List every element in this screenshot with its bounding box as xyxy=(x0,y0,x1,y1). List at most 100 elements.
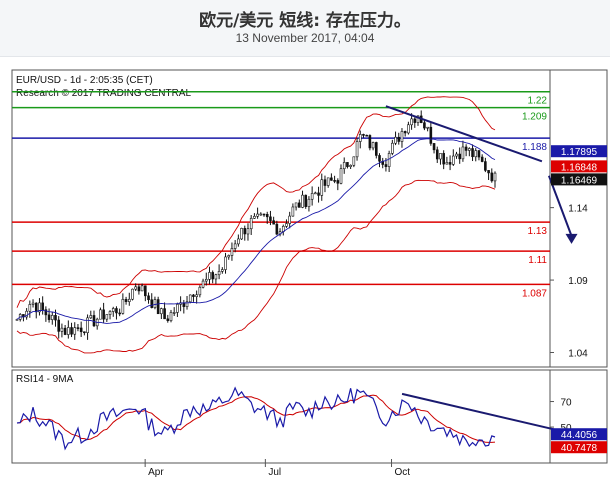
rsi-tag-label: 44.4056 xyxy=(561,430,598,441)
candle-body xyxy=(105,314,109,320)
candle-body xyxy=(362,134,365,136)
candle-body xyxy=(336,180,340,184)
price-tag-label: 1.16469 xyxy=(561,175,598,186)
candle-body xyxy=(83,331,86,334)
candle-body xyxy=(371,142,375,149)
right-axis-area xyxy=(549,69,608,368)
rsi-trendline xyxy=(401,392,572,435)
candle-body xyxy=(416,115,420,123)
candle-body xyxy=(464,146,468,151)
candle-body xyxy=(349,164,352,167)
rsi-tag-label: 40.7478 xyxy=(561,443,598,454)
candle-body xyxy=(224,256,227,270)
candle-body xyxy=(156,299,160,315)
rsi-y-tick-label: 70 xyxy=(560,398,572,409)
candle-body xyxy=(474,150,478,158)
candle-body xyxy=(76,327,80,329)
candle-body xyxy=(111,308,115,312)
candle-body xyxy=(272,220,275,225)
candle-body xyxy=(60,327,64,332)
level-label: 1.22 xyxy=(528,96,548,107)
candle-body xyxy=(54,315,57,321)
candle-body xyxy=(214,274,218,280)
candle-body xyxy=(67,327,70,335)
candle-body xyxy=(285,223,288,227)
candle-body xyxy=(134,286,137,290)
candle-body xyxy=(41,302,44,310)
candle-body xyxy=(451,155,455,165)
lower-band-line xyxy=(16,179,496,354)
candle-body xyxy=(304,194,308,207)
candle-body xyxy=(195,294,198,297)
candle-body xyxy=(188,294,192,303)
candle-body xyxy=(301,194,304,208)
candle-body xyxy=(256,213,259,217)
candle-body xyxy=(153,299,157,308)
candle-body xyxy=(394,136,397,144)
candle-body xyxy=(137,286,141,292)
candle-body xyxy=(342,162,346,170)
candle-body xyxy=(121,299,125,314)
candle-body xyxy=(166,318,170,321)
candle-body xyxy=(358,134,362,142)
candle-body xyxy=(89,315,93,319)
candle-body xyxy=(294,202,298,208)
candle-body xyxy=(326,177,330,186)
candle-body xyxy=(169,312,173,321)
price-layer: 1.22 1.209 1.188 1.13 1.11 1.087 1.04 1.09 1.14 1… xyxy=(12,90,607,360)
candle-body xyxy=(28,304,32,312)
candle-body xyxy=(47,314,51,320)
candle-body xyxy=(115,308,118,314)
candle-body xyxy=(355,141,359,158)
candle-body xyxy=(34,302,38,313)
candle-body xyxy=(275,223,279,235)
candle-body xyxy=(262,213,266,216)
candle-body xyxy=(221,269,224,272)
page-date: 13 November 2017, 04:04 xyxy=(235,31,375,45)
candle-body xyxy=(432,143,436,151)
candle-body xyxy=(471,148,474,158)
upper-band-line xyxy=(16,96,496,308)
candle-body xyxy=(480,156,484,162)
candle-body xyxy=(384,164,388,167)
candle-body xyxy=(163,308,166,320)
candle-body xyxy=(378,155,381,162)
candle-body xyxy=(429,126,433,144)
candle-body xyxy=(160,308,163,315)
rsi-line xyxy=(16,386,496,451)
candle-body xyxy=(246,228,250,235)
candle-body xyxy=(320,179,324,196)
candle-body xyxy=(435,149,439,160)
candle-body xyxy=(410,118,413,126)
candle-body xyxy=(423,122,426,129)
chart-header-line1: EUR/USD - 1d - 2:05:35 (CET) xyxy=(16,75,153,86)
candle-body xyxy=(253,215,256,219)
candle-body xyxy=(490,172,494,182)
candle-body xyxy=(73,327,77,335)
candle-body xyxy=(172,312,176,314)
candle-body xyxy=(201,280,205,288)
candle-body xyxy=(144,285,147,297)
rsi-tag-box xyxy=(551,428,607,441)
level-label: 1.087 xyxy=(522,288,547,299)
price-tag-label: 1.16848 xyxy=(561,162,598,173)
rsi-panel-frame xyxy=(11,369,551,464)
candle-body xyxy=(333,180,336,182)
candle-body xyxy=(317,192,320,196)
x-axis-layer: Apr Jul Oct xyxy=(144,459,410,478)
candle-body xyxy=(455,153,458,157)
x-tick-label: Jul xyxy=(268,467,281,478)
candle-body xyxy=(63,327,67,335)
candle-body xyxy=(217,271,221,276)
candle-body xyxy=(79,327,83,333)
price-trendline xyxy=(385,105,543,163)
candle-body xyxy=(426,126,429,129)
candle-body xyxy=(468,148,471,151)
candle-body xyxy=(310,193,314,200)
y-tick-label: 1.14 xyxy=(568,204,588,215)
level-label: 1.209 xyxy=(522,112,547,123)
page-header: 欧元/美元 短线: 存在压力。 13 November 2017, 04:04 xyxy=(0,0,610,57)
candle-body xyxy=(127,298,131,302)
candle-body xyxy=(25,310,28,318)
